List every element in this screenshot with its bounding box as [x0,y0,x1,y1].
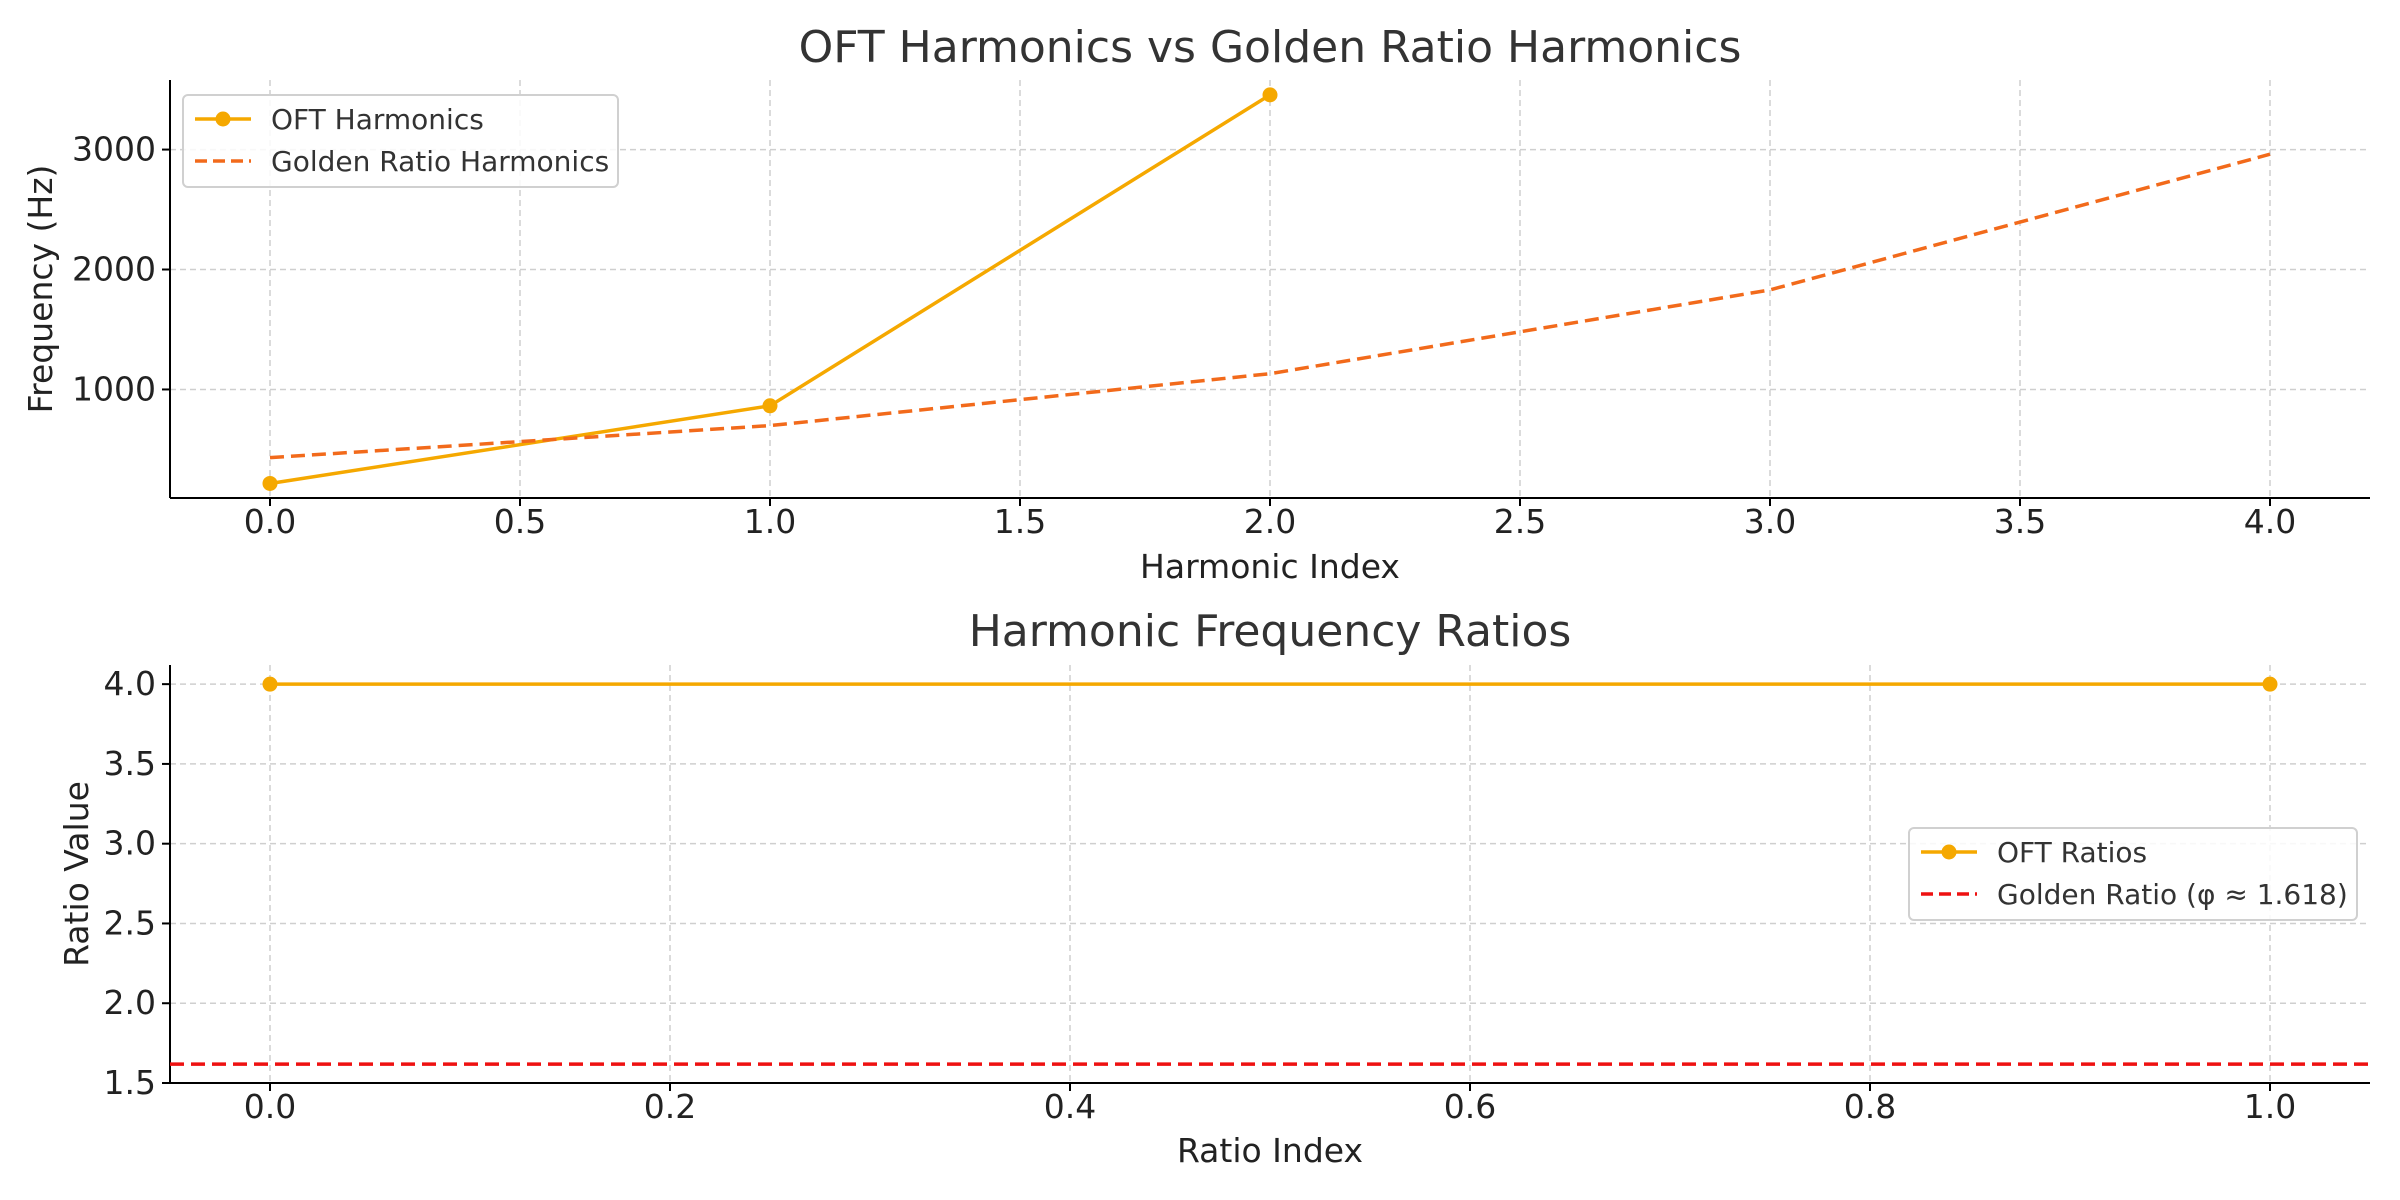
legend-label: OFT Harmonics [271,103,484,136]
data-point [762,398,778,414]
data-point [262,676,278,692]
data-point [262,475,278,491]
x-tick-label: 1.5 [994,502,1046,541]
y-tick-label: 3.5 [104,744,156,783]
legend-marker [1941,844,1957,860]
x-tick-label: 1.0 [2244,1087,2296,1126]
y-tick-label: 2000 [72,250,156,289]
x-tick-label: 0.0 [244,502,296,541]
x-tick-label: 3.5 [1994,502,2046,541]
data-point [1262,87,1278,103]
y-tick-label: 2.0 [104,983,156,1022]
x-tick-label: 0.5 [494,502,546,541]
x-tick-label: 0.0 [244,1087,296,1126]
x-tick-label: 4.0 [2244,502,2296,541]
y-axis-label: Ratio Value [57,781,96,967]
legend-box [182,94,619,188]
chart-panel-1: 0.0 0.5 1.0 1.5 2.0 2.5 3.0 3.5 4.0 1000 2000 3000 O… [21,22,2370,586]
y-axis-label: Frequency (Hz) [21,165,60,414]
legend-label: Golden Ratio (φ ≈ 1.618) [1997,878,2348,911]
legend: OFT Ratios Golden Ratio (φ ≈ 1.618) [1908,827,2358,921]
chart-panel-2: 0.0 0.2 0.4 0.6 0.8 1.0 1.5 2.0 2.5 3.0 3.5 4.0 Harm… [57,606,2370,1170]
chart-title: Harmonic Frequency Ratios [969,606,1572,657]
series-line-1 [269,152,2271,460]
y-tick-label: 2.5 [104,903,156,942]
x-tick-label: 3.0 [1744,502,1796,541]
x-tick-label: 2.5 [1494,502,1546,541]
x-axis-label: Ratio Index [1177,1131,1363,1170]
x-tick-label: 2.0 [1244,502,1296,541]
y-tick-label: 4.0 [104,664,156,703]
legend-label: Golden Ratio Harmonics [271,145,609,178]
x-tick-label: 0.2 [644,1087,696,1126]
x-tick-label: 0.4 [1044,1087,1096,1126]
data-point [2262,676,2278,692]
y-tick-label: 1.5 [104,1063,156,1102]
y-tick-label: 3.0 [104,824,156,863]
x-tick-label: 1.0 [744,502,796,541]
legend: OFT Harmonics Golden Ratio Harmonics [182,94,619,188]
y-tick-label: 1000 [72,369,156,408]
legend-label: OFT Ratios [1997,836,2147,869]
x-tick-label: 0.6 [1444,1087,1496,1126]
y-tick-label: 3000 [72,130,156,169]
legend-marker [215,111,231,127]
x-axis-label: Harmonic Index [1140,547,1400,586]
chart-title: OFT Harmonics vs Golden Ratio Harmonics [799,22,1742,73]
x-tick-label: 0.8 [1844,1087,1896,1126]
legend-box [1908,827,2358,921]
